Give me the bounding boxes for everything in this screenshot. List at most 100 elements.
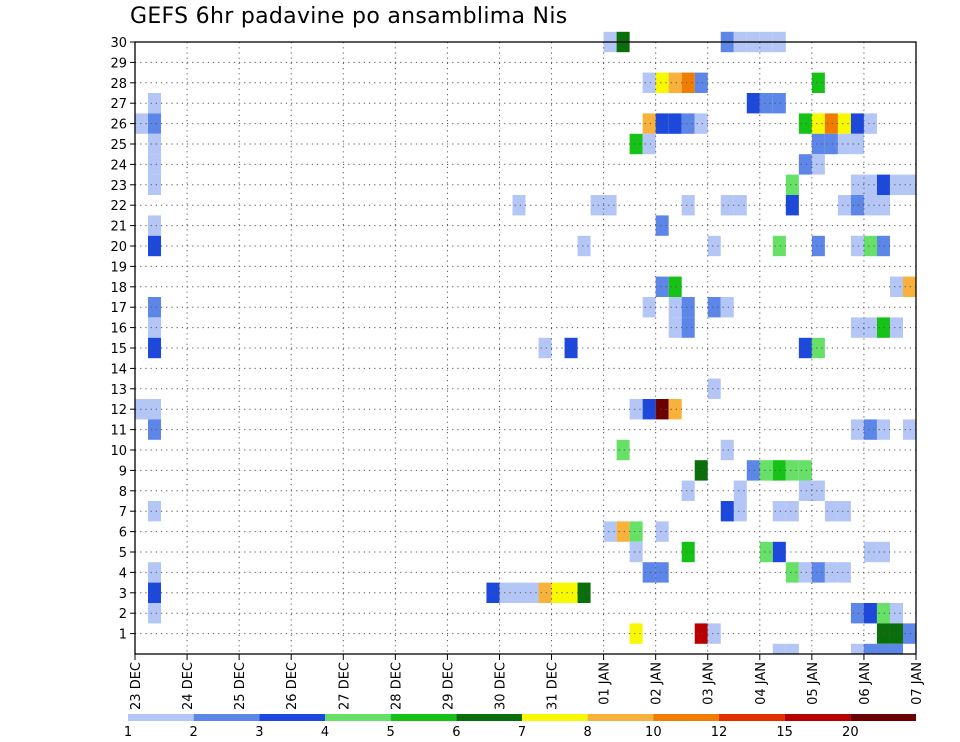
y-tick-label: 6 (119, 526, 127, 541)
precip-cell (811, 337, 825, 359)
precip-cell (850, 235, 864, 257)
precip-cell (135, 113, 149, 134)
precip-cell (642, 562, 656, 583)
precip-cell (798, 337, 812, 359)
precip-cell (837, 562, 851, 583)
colorbar-label: 15 (776, 725, 793, 740)
precip-cell (668, 72, 682, 93)
x-tick-label: 05 JAN (806, 662, 821, 705)
precip-cell (876, 235, 890, 257)
colorbar-label: 10 (645, 725, 662, 740)
y-tick-label: 4 (119, 566, 127, 581)
precip-cell (668, 399, 682, 420)
precip-cell (811, 113, 825, 134)
precip-cell (642, 399, 656, 420)
precip-cell (850, 113, 864, 134)
precip-cell (681, 541, 695, 563)
precip-cell (772, 235, 786, 257)
colorbar-swatch (719, 714, 785, 721)
precip-cell (642, 297, 656, 318)
precip-cell (785, 460, 799, 481)
precip-cell (694, 623, 708, 644)
y-tick-label: 19 (110, 260, 127, 275)
colorbar-label: 20 (842, 725, 859, 740)
y-axis: 1234567891011121314151617181920212223242… (110, 36, 135, 643)
precip-cell (733, 195, 747, 216)
precip-cell (889, 603, 903, 624)
precip-cell (148, 174, 162, 195)
precip-cell (902, 174, 916, 195)
y-tick-label: 18 (110, 281, 127, 296)
precip-cell (824, 501, 838, 522)
precip-cell (785, 643, 799, 654)
precip-cell (798, 480, 812, 501)
precip-cell (148, 235, 162, 257)
precip-cell (746, 460, 760, 481)
colorbar-swatch (259, 714, 325, 721)
precip-cell (837, 113, 851, 134)
precip-cell (681, 72, 695, 93)
precip-cell (629, 541, 643, 563)
precip-cell (681, 113, 695, 134)
precip-cell (148, 317, 162, 338)
precip-cell (811, 235, 825, 257)
precip-cell (876, 603, 890, 624)
precip-cell (668, 276, 682, 297)
precip-cell (876, 541, 890, 563)
precip-cell (642, 113, 656, 134)
precip-cell (148, 113, 162, 134)
precip-cell (746, 93, 760, 114)
precip-cell (785, 562, 799, 583)
precip-cell (837, 133, 851, 155)
precip-cell (837, 195, 851, 216)
precip-cell (707, 235, 721, 257)
precip-cell (811, 133, 825, 155)
y-tick-label: 22 (110, 199, 127, 214)
precip-cell (837, 501, 851, 522)
precip-cell (668, 317, 682, 338)
precip-cell (824, 133, 838, 155)
precip-cell (655, 399, 669, 420)
cells-layer (135, 31, 916, 654)
precip-cell (148, 215, 162, 236)
y-tick-label: 10 (110, 444, 127, 459)
y-tick-label: 14 (110, 362, 127, 377)
precip-cell (642, 72, 656, 93)
x-tick-label: 29 DEC (441, 662, 456, 710)
y-tick-label: 23 (110, 179, 127, 194)
precip-cell (499, 582, 513, 603)
precip-cell (798, 460, 812, 481)
x-tick-label: 30 DEC (493, 662, 508, 710)
precip-cell (148, 582, 162, 603)
precip-cell (733, 501, 747, 522)
precip-cell (772, 460, 786, 481)
precip-cell (135, 399, 149, 420)
colorbar-swatch (850, 714, 916, 721)
precip-cell (681, 297, 695, 318)
precip-cell (655, 276, 669, 297)
precip-cell (811, 562, 825, 583)
precip-cell (798, 154, 812, 175)
precip-cell (850, 643, 864, 654)
colorbar-label: 2 (190, 725, 198, 740)
precip-cell (512, 582, 526, 603)
x-tick-label: 28 DEC (389, 662, 404, 710)
precip-cell (902, 419, 916, 440)
precip-cell (876, 419, 890, 440)
y-tick-label: 7 (119, 505, 127, 520)
colorbar-swatch (587, 714, 654, 721)
precip-cell (629, 133, 643, 155)
colorbar-label: 5 (387, 725, 395, 740)
precip-cell (876, 643, 890, 654)
y-tick-label: 2 (119, 607, 127, 622)
colorbar-label: 3 (255, 725, 263, 740)
y-tick-label: 28 (110, 77, 127, 92)
precip-cell (889, 276, 903, 297)
colorbar: 1 2 3 4 5 6 7 8 10 12 15 20 (124, 714, 916, 740)
precip-cell (668, 297, 682, 318)
y-tick-label: 5 (119, 546, 127, 561)
precip-cell (772, 501, 786, 522)
precip-cell (876, 195, 890, 216)
x-tick-label: 03 JAN (702, 662, 717, 705)
